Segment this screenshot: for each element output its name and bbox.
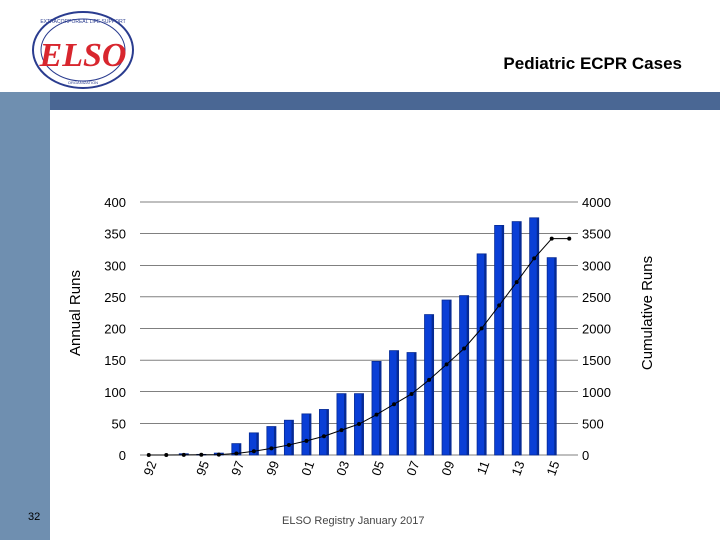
cumulative-point (269, 446, 274, 451)
side-stripe (0, 92, 50, 540)
bar (424, 314, 435, 456)
y-tick-label: 300 (104, 258, 126, 273)
bar (529, 217, 540, 456)
bar (441, 299, 452, 456)
cumulative-point (462, 346, 467, 351)
cumulative-point (234, 451, 239, 456)
cumulative-point (339, 428, 344, 433)
x-tick-label: 97 (228, 459, 247, 478)
cumulative-point (286, 442, 291, 447)
cumulative-point (392, 402, 397, 407)
cumulative-point (532, 256, 537, 261)
y-axis-title: Annual Runs (67, 270, 84, 356)
bar (319, 409, 329, 456)
x-tick-label: 01 (298, 459, 317, 478)
x-tick-label: 07 (403, 459, 422, 478)
cumulative-point (409, 391, 414, 396)
y-tick-label: 200 (104, 322, 126, 337)
cumulative-point (549, 236, 554, 241)
x-tick-label: 03 (333, 459, 352, 478)
cumulative-point (304, 438, 309, 443)
y-tick-label: 50 (112, 416, 126, 431)
cumulative-point (479, 326, 484, 331)
cumulative-point (216, 452, 221, 457)
tick-labels: 0501001502002503003504000500100015002000… (104, 195, 611, 478)
y-tick-label: 400 (104, 195, 126, 210)
y-tick-label: 350 (104, 227, 126, 242)
bar (336, 393, 347, 456)
footer-source: ELSO Registry January 2017 (282, 515, 425, 527)
bar (546, 257, 557, 456)
y-tick-label: 150 (104, 353, 126, 368)
bar (511, 221, 522, 456)
svg-text:ORGANIZATION: ORGANIZATION (68, 80, 98, 85)
cumulative-point (514, 280, 519, 285)
x-tick-label: 09 (438, 459, 457, 478)
y2-tick-label: 1500 (582, 353, 611, 368)
cumulative-point (251, 449, 256, 454)
bar (406, 352, 417, 456)
cumulative-point (427, 377, 432, 382)
y2-axis-title: Cumulative Runs (639, 256, 656, 370)
cumulative-point (181, 452, 186, 457)
y2-tick-label: 2500 (582, 290, 611, 305)
header-band (0, 92, 720, 110)
bar (248, 432, 259, 456)
y2-tick-label: 4000 (582, 195, 611, 210)
svg-text:ELSO: ELSO (39, 37, 127, 74)
x-tick-label: 95 (193, 459, 212, 478)
y2-tick-label: 3000 (582, 258, 611, 273)
y2-tick-label: 3500 (582, 227, 611, 242)
bar (283, 419, 294, 456)
x-tick-label: 05 (368, 459, 387, 478)
cumulative-point (497, 303, 502, 308)
bar (494, 225, 505, 456)
slide-number: 32 (28, 511, 41, 523)
cumulative-series (146, 236, 572, 457)
bar (266, 426, 277, 456)
cumulative-point (199, 452, 204, 457)
cumulative-point (321, 434, 326, 439)
y2-tick-label: 500 (582, 416, 604, 431)
cumulative-point (374, 412, 379, 417)
x-tick-label: 13 (508, 459, 527, 478)
y2-tick-label: 1000 (582, 385, 611, 400)
cumulative-point (164, 453, 169, 457)
x-tick-label: 11 (474, 459, 493, 477)
y-tick-label: 100 (104, 385, 126, 400)
y-tick-label: 0 (119, 448, 126, 463)
slide-title: Pediatric ECPR Cases (503, 54, 682, 73)
bar (301, 413, 312, 456)
cumulative-point (146, 453, 151, 457)
svg-text:EXTRACORPOREAL LIFE SUPPORT: EXTRACORPOREAL LIFE SUPPORT (40, 19, 125, 25)
bar (476, 253, 487, 456)
elso-logo: EXTRACORPOREAL LIFE SUPPORT ORGANIZATION… (32, 11, 134, 89)
y2-tick-label: 0 (582, 448, 589, 463)
bar (371, 360, 382, 456)
x-tick-label: 99 (263, 459, 282, 478)
y-tick-label: 250 (104, 290, 126, 305)
cumulative-point (444, 362, 449, 367)
x-tick-label: 15 (543, 459, 562, 478)
bar (459, 295, 470, 456)
cumulative-point (567, 236, 572, 241)
cumulative-point (357, 422, 361, 427)
y2-tick-label: 2000 (582, 322, 611, 337)
x-tick-label: 92 (141, 459, 160, 478)
